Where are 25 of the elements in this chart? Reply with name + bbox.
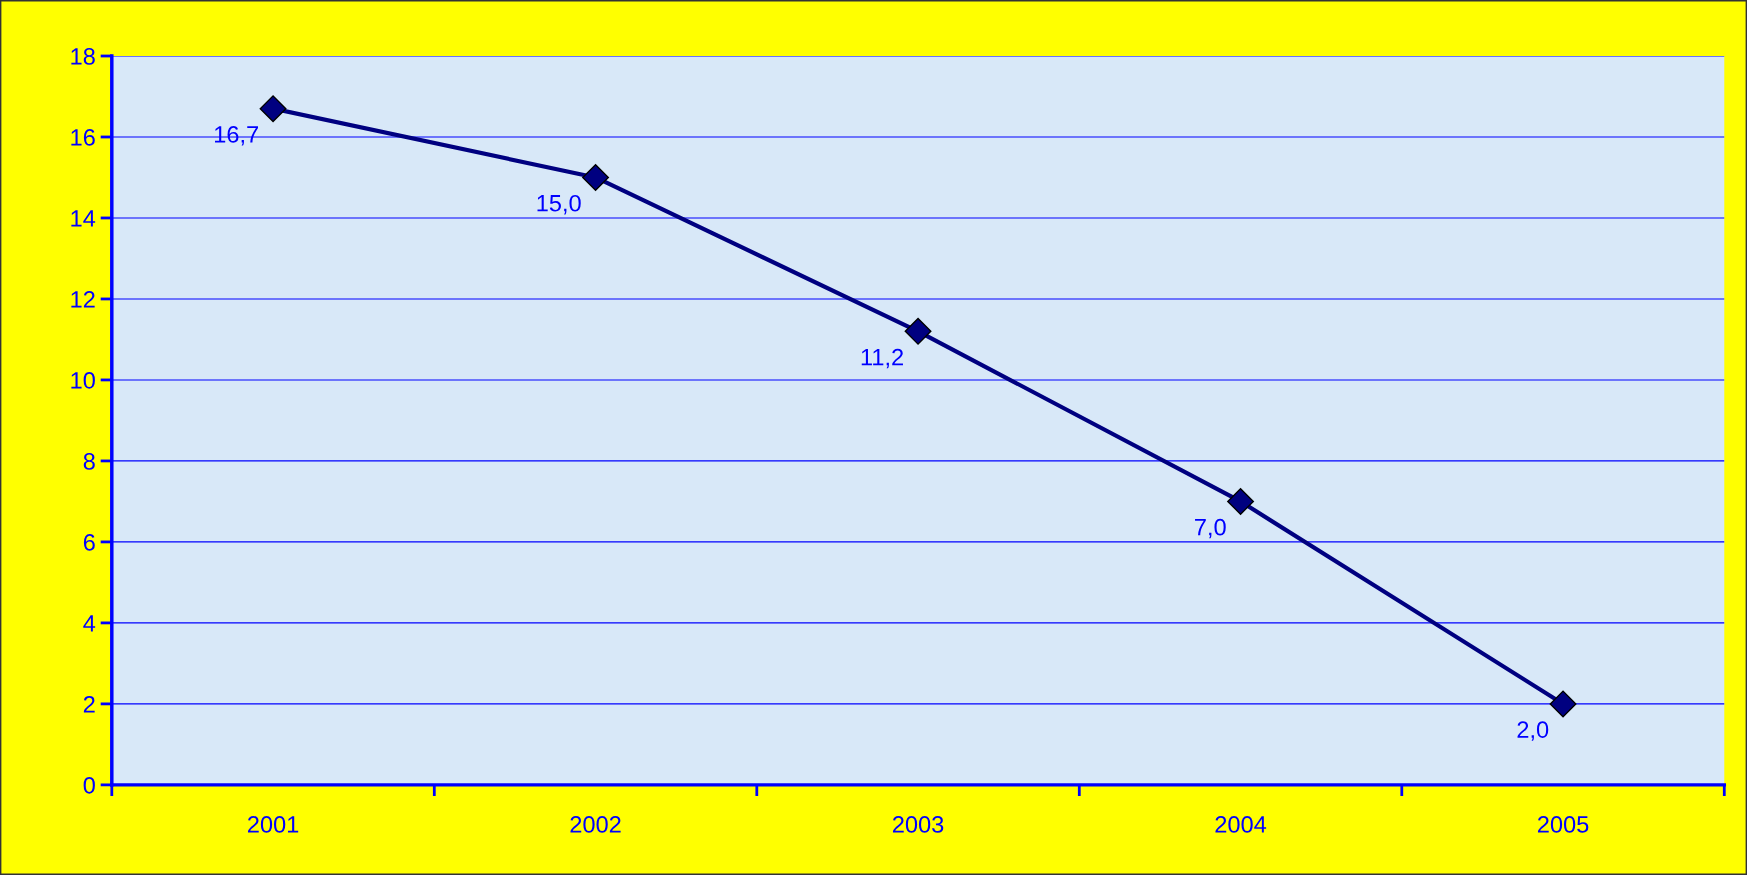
x-tick-label: 2001 bbox=[247, 816, 299, 833]
data-label: 7,0 bbox=[1195, 518, 1226, 539]
y-tick-label: 8 bbox=[83, 453, 95, 470]
point bbox=[904, 317, 932, 345]
data-label: 11,2 bbox=[861, 348, 903, 369]
y-tick-label: 14 bbox=[71, 210, 96, 227]
y-tick-label: 2 bbox=[83, 695, 95, 713]
point bbox=[259, 95, 287, 123]
y-tick-label: 12 bbox=[71, 291, 95, 308]
y-tick-label: 4 bbox=[83, 615, 96, 632]
y-tick-label: 16 bbox=[71, 129, 95, 146]
y-tick-label: 0 bbox=[83, 776, 95, 794]
data-label: 2,0 bbox=[1517, 721, 1549, 741]
x-tick-label: 2004 bbox=[1215, 816, 1267, 833]
data-label: 15,0 bbox=[537, 194, 581, 215]
point bbox=[582, 164, 610, 191]
y-tick-label: 6 bbox=[83, 533, 95, 551]
x-tick-label: 2005 bbox=[1537, 816, 1589, 833]
point bbox=[1227, 487, 1255, 515]
data-label: 16,7 bbox=[215, 126, 258, 146]
x-tick-label: 2003 bbox=[892, 816, 944, 833]
y-tick-label: 18 bbox=[71, 48, 95, 65]
x-tick-label: 2002 bbox=[570, 816, 621, 833]
y-tick-label: 10 bbox=[71, 372, 95, 389]
point bbox=[1549, 690, 1577, 718]
